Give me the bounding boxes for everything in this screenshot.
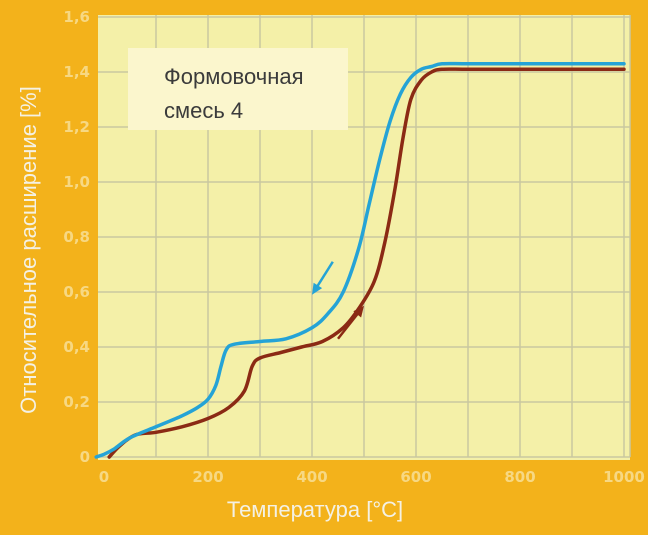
- x-axis-title: Температура [°C]: [227, 497, 403, 522]
- y-tick-label: 0,4: [63, 338, 90, 356]
- annotation-line-2: смесь 4: [164, 98, 243, 123]
- x-tick-label: 400: [296, 468, 327, 486]
- y-tick-label: 0,6: [63, 283, 90, 301]
- x-tick-label: 800: [504, 468, 535, 486]
- series-layer: [94, 61, 626, 459]
- direction-arrow-heating: [337, 305, 364, 340]
- x-tick-labels: 0 200 400 600 800 1000: [99, 468, 645, 486]
- annotation-box: [128, 48, 348, 130]
- series-line-heating: [107, 67, 626, 459]
- x-tick-label: 600: [400, 468, 431, 486]
- y-tick-labels: 0 0,2 0,4 0,6 0,8 1,0 1,2 1,4 1,6: [63, 8, 90, 466]
- arrows-layer: [312, 261, 364, 340]
- series-line-cooling: [94, 61, 626, 459]
- y-axis-title: Относительное расширение [%]: [16, 86, 41, 414]
- x-tick-label: 1000: [603, 468, 645, 486]
- y-tick-label: 0,8: [63, 228, 90, 246]
- direction-arrow-cooling: [312, 261, 334, 295]
- y-tick-label: 0,2: [63, 393, 90, 411]
- y-tick-label: 1,2: [63, 118, 90, 136]
- y-tick-label: 1,4: [63, 63, 90, 81]
- x-tick-label: 0: [99, 468, 109, 486]
- y-tick-label: 0: [80, 448, 90, 466]
- x-tick-label: 200: [192, 468, 223, 486]
- y-tick-label: 1,6: [63, 8, 90, 26]
- annotation-line-1: Формовочная: [164, 64, 304, 89]
- y-tick-label: 1,0: [63, 173, 90, 191]
